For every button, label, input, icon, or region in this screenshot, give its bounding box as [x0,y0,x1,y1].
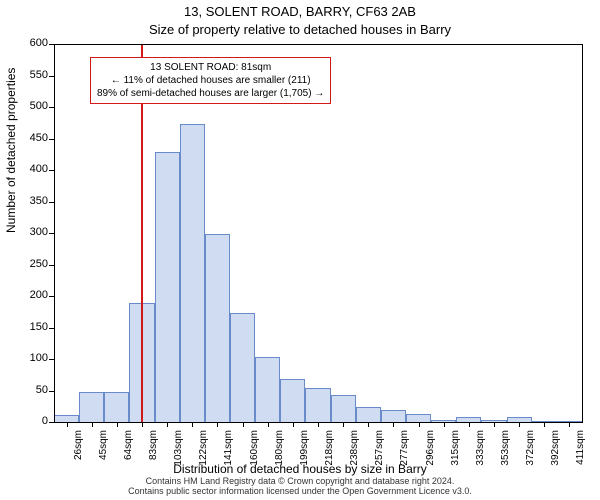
histogram-bar [356,407,381,423]
x-tick-mark [142,422,143,427]
x-tick-mark [444,422,445,427]
x-tick-mark [117,422,118,427]
y-tick-label: 300 [0,226,48,238]
x-tick-mark [569,422,570,427]
chart-container: 13, SOLENT ROAD, BARRY, CF63 2AB Size of… [0,0,600,500]
y-tick-mark [49,296,54,297]
histogram-bar [230,313,255,423]
y-tick-mark [49,233,54,234]
histogram-bar [155,152,180,423]
chart-title-sub: Size of property relative to detached ho… [0,22,600,37]
y-tick-mark [49,202,54,203]
plot-area: 13 SOLENT ROAD: 81sqm← 11% of detached h… [54,44,583,423]
x-tick-mark [368,422,369,427]
x-axis-label: Distribution of detached houses by size … [0,462,600,476]
y-tick-mark [49,422,54,423]
y-axis-line [54,44,55,422]
x-tick-mark [393,422,394,427]
y-tick-label: 400 [0,163,48,175]
y-tick-label: 350 [0,195,48,207]
y-axis-label: Number of detached properties [4,68,18,233]
y-tick-label: 50 [0,384,48,396]
x-tick-mark [268,422,269,427]
y-tick-label: 250 [0,258,48,270]
y-tick-mark [49,170,54,171]
histogram-bar [180,124,205,423]
x-tick-mark [217,422,218,427]
y-tick-mark [49,139,54,140]
y-tick-mark [49,107,54,108]
y-tick-mark [49,359,54,360]
y-tick-mark [49,328,54,329]
histogram-bar [255,357,280,423]
x-tick-mark [343,422,344,427]
y-tick-mark [49,76,54,77]
y-tick-label: 200 [0,289,48,301]
y-tick-mark [49,44,54,45]
y-tick-label: 100 [0,352,48,364]
histogram-bar [205,234,230,423]
x-tick-mark [419,422,420,427]
y-tick-mark [49,265,54,266]
x-tick-mark [192,422,193,427]
y-tick-label: 550 [0,69,48,81]
x-tick-mark [167,422,168,427]
x-tick-mark [243,422,244,427]
x-tick-mark [519,422,520,427]
y-tick-label: 0 [0,415,48,427]
x-tick-mark [318,422,319,427]
info-box-line: 13 SOLENT ROAD: 81sqm [97,61,324,74]
histogram-bar [280,379,305,423]
x-tick-mark [544,422,545,427]
footer-line-2: Contains public sector information licen… [0,487,600,497]
histogram-bar [79,392,104,424]
x-tick-mark [469,422,470,427]
y-tick-label: 450 [0,132,48,144]
x-tick-mark [92,422,93,427]
chart-title-main: 13, SOLENT ROAD, BARRY, CF63 2AB [0,4,600,19]
x-tick-mark [293,422,294,427]
y-tick-mark [49,391,54,392]
info-box-line: 89% of semi-detached houses are larger (… [97,87,324,100]
x-tick-mark [67,422,68,427]
y-tick-label: 500 [0,100,48,112]
footer-attribution: Contains HM Land Registry data © Crown c… [0,477,600,497]
y-tick-label: 150 [0,321,48,333]
histogram-bar [331,395,356,423]
marker-info-box: 13 SOLENT ROAD: 81sqm← 11% of detached h… [90,57,331,104]
info-box-line: ← 11% of detached houses are smaller (21… [97,74,324,87]
histogram-bar [305,388,330,423]
y-tick-label: 600 [0,37,48,49]
histogram-bar [104,392,129,424]
x-tick-mark [494,422,495,427]
